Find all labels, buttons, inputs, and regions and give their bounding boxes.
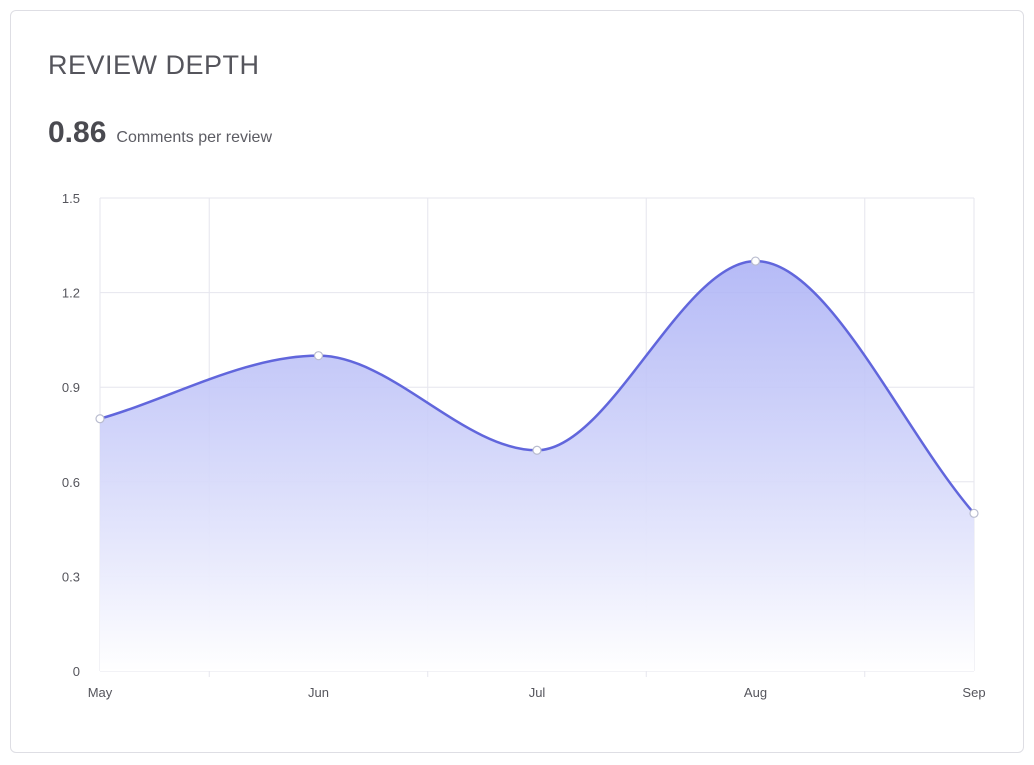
data-point-jul[interactable] — [532, 445, 542, 455]
y-tick-label: 0.6 — [62, 475, 80, 490]
y-axis-labels: 0 0.3 0.6 0.9 1.2 1.5 — [62, 191, 80, 679]
x-tick-label: Jul — [529, 685, 546, 700]
metric-unit: Comments per review — [116, 129, 272, 146]
metric-summary: 0.86 Comments per review — [48, 115, 272, 151]
data-points — [95, 256, 979, 518]
x-tick-label: Aug — [744, 685, 767, 700]
data-point-may[interactable] — [95, 414, 105, 424]
data-point-aug[interactable] — [750, 256, 761, 266]
y-tick-label: 1.2 — [62, 286, 80, 301]
x-tick-label: Sep — [962, 685, 985, 700]
y-tick-label: 0.9 — [62, 380, 80, 395]
data-point-sep[interactable] — [969, 508, 979, 518]
y-tick-label: 0.3 — [62, 569, 80, 584]
x-tick-label: Jun — [308, 685, 329, 700]
series-line — [98, 259, 976, 515]
metric-value: 0.86 — [48, 116, 107, 149]
card-title: REVIEW DEPTH — [48, 50, 260, 80]
data-point-jun[interactable] — [313, 351, 324, 361]
y-tick-label: 1.5 — [62, 191, 80, 206]
series-area-fill — [100, 261, 974, 671]
y-tick-label: 0 — [73, 664, 80, 679]
x-axis-labels: May Jun Jul Aug Sep — [88, 685, 986, 700]
area-layer — [100, 261, 974, 671]
line-layer — [98, 259, 976, 515]
x-tick-label: May — [88, 685, 113, 700]
